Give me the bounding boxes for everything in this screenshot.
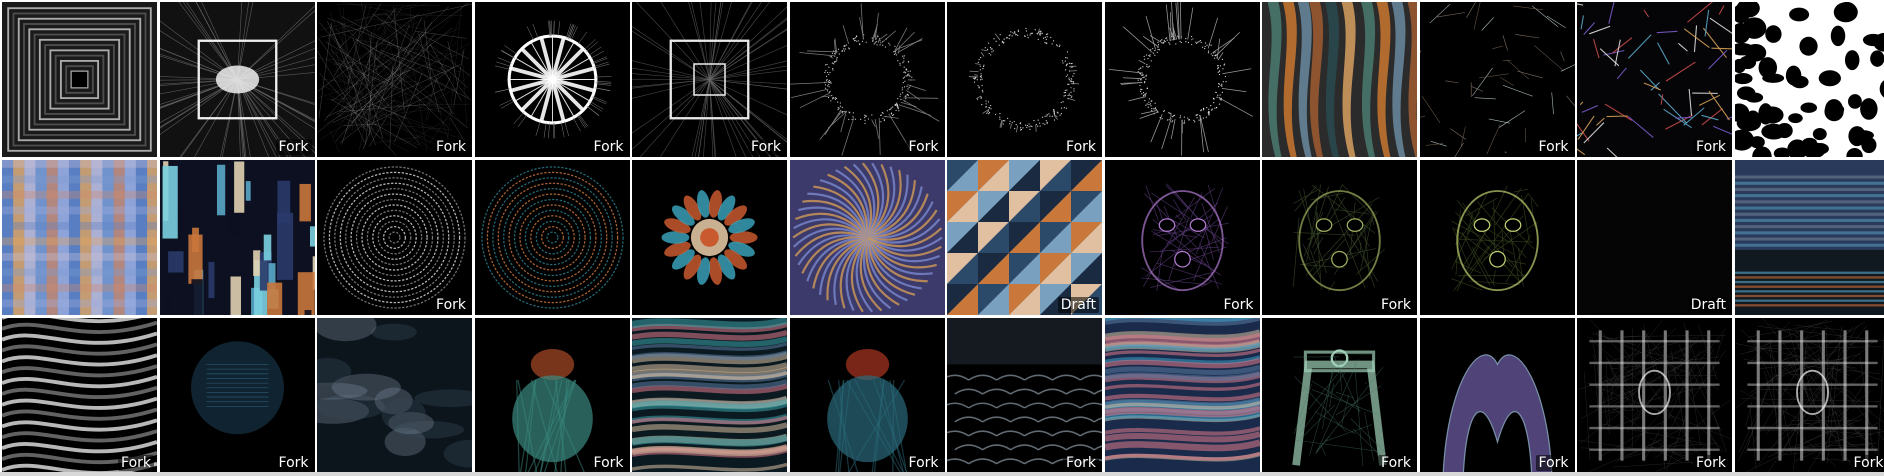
artwork-image xyxy=(159,318,315,473)
artwork-thumbnail[interactable]: Fork xyxy=(1577,2,1732,157)
artwork-thumbnail[interactable]: Fork xyxy=(789,2,945,157)
artwork-thumbnail[interactable]: Fork xyxy=(1734,318,1884,473)
artwork-thumbnail[interactable] xyxy=(1104,318,1260,473)
artwork-image xyxy=(947,160,1102,315)
artwork-image xyxy=(317,160,472,315)
artwork-image xyxy=(632,160,787,315)
artwork-thumbnail[interactable] xyxy=(1734,2,1884,157)
artwork-thumbnail[interactable]: Draft xyxy=(947,160,1102,315)
artwork-thumbnail[interactable]: Fork xyxy=(947,2,1102,157)
fork-badge: Fork xyxy=(590,455,627,471)
artwork-thumbnail[interactable]: Fork xyxy=(1419,318,1575,473)
fork-badge: Fork xyxy=(275,455,312,471)
artwork-thumbnail[interactable] xyxy=(1419,160,1575,315)
fork-badge: Fork xyxy=(1535,455,1572,471)
artwork-image xyxy=(1104,318,1260,473)
fork-badge: Fork xyxy=(1850,455,1884,471)
artwork-image xyxy=(789,318,945,473)
artwork-image xyxy=(2,318,157,473)
artwork-thumbnail[interactable]: Fork xyxy=(317,160,472,315)
fork-badge: Fork xyxy=(905,455,942,471)
fork-badge: Fork xyxy=(1693,455,1729,471)
fork-badge: Fork xyxy=(1220,297,1257,313)
artwork-thumbnail[interactable]: Fork xyxy=(1104,160,1260,315)
artwork-image xyxy=(1419,2,1575,157)
artwork-image xyxy=(1577,318,1732,473)
artwork-image xyxy=(789,160,945,315)
artwork-thumbnail[interactable] xyxy=(317,318,472,473)
artwork-thumbnail[interactable] xyxy=(1262,2,1417,157)
artwork-image xyxy=(1734,2,1884,157)
fork-badge: Fork xyxy=(1378,455,1414,471)
fork-badge: Fork xyxy=(1063,455,1099,471)
fork-badge: Fork xyxy=(905,139,942,155)
artwork-image xyxy=(2,160,157,315)
artwork-image xyxy=(1104,2,1260,157)
fork-badge: Fork xyxy=(433,297,469,313)
artwork-thumbnail[interactable]: Fork xyxy=(317,2,472,157)
artwork-thumbnail[interactable]: Fork xyxy=(632,2,787,157)
artwork-image xyxy=(789,2,945,157)
artwork-thumbnail[interactable]: Fork xyxy=(1577,318,1732,473)
fork-badge: Fork xyxy=(275,139,312,155)
artwork-image xyxy=(1734,160,1884,315)
artwork-thumbnail[interactable] xyxy=(2,2,157,157)
fork-badge: Fork xyxy=(1535,139,1572,155)
fork-badge: Fork xyxy=(1063,139,1099,155)
fork-badge: Fork xyxy=(1693,139,1729,155)
artwork-image xyxy=(1262,2,1417,157)
draft-badge: Draft xyxy=(1057,297,1099,313)
artwork-thumbnail[interactable]: Fork xyxy=(947,318,1102,473)
artwork-thumbnail[interactable] xyxy=(632,160,787,315)
artwork-thumbnail[interactable] xyxy=(159,160,315,315)
artwork-thumbnail[interactable]: Fork xyxy=(1262,160,1417,315)
fork-badge: Fork xyxy=(590,139,627,155)
artwork-thumbnail[interactable]: Fork xyxy=(474,318,630,473)
fork-badge: Fork xyxy=(433,139,469,155)
artwork-thumbnail[interactable] xyxy=(474,160,630,315)
artwork-image xyxy=(1734,318,1884,473)
artwork-thumbnail[interactable]: Fork xyxy=(159,318,315,473)
artwork-thumbnail[interactable]: Fork xyxy=(789,318,945,473)
artwork-image xyxy=(632,2,787,157)
artwork-image xyxy=(474,318,630,473)
artwork-image xyxy=(317,2,472,157)
artwork-image xyxy=(159,2,315,157)
artwork-thumbnail[interactable] xyxy=(2,160,157,315)
artwork-thumbnail[interactable]: Draft xyxy=(1577,160,1732,315)
artwork-image xyxy=(474,2,630,157)
artwork-image xyxy=(632,318,787,473)
draft-badge: Draft xyxy=(1687,297,1729,313)
artwork-thumbnail[interactable]: Fork xyxy=(2,318,157,473)
fork-badge: Fork xyxy=(118,455,154,471)
artwork-thumbnail[interactable]: Fork xyxy=(159,2,315,157)
artwork-thumbnail[interactable] xyxy=(1104,2,1260,157)
artwork-thumbnail[interactable] xyxy=(1734,160,1884,315)
artwork-thumbnail[interactable]: Fork xyxy=(474,2,630,157)
artwork-image xyxy=(2,2,157,157)
artwork-image xyxy=(1262,318,1417,473)
artwork-thumbnail[interactable]: Fork xyxy=(1262,318,1417,473)
artwork-image xyxy=(1577,2,1732,157)
artwork-image xyxy=(159,160,315,315)
fork-badge: Fork xyxy=(1378,297,1414,313)
artwork-thumbnail[interactable] xyxy=(789,160,945,315)
artwork-image xyxy=(1419,160,1575,315)
artwork-image xyxy=(947,2,1102,157)
fork-badge: Fork xyxy=(748,139,784,155)
artwork-thumbnail[interactable] xyxy=(632,318,787,473)
artwork-image xyxy=(474,160,630,315)
artwork-thumbnail[interactable]: Fork xyxy=(1419,2,1575,157)
artwork-image xyxy=(1262,160,1417,315)
artwork-image xyxy=(947,318,1102,473)
artwork-image xyxy=(1419,318,1575,473)
artwork-image xyxy=(317,318,472,473)
artwork-image xyxy=(1577,160,1732,315)
next-row-edge xyxy=(0,472,1884,476)
artwork-image xyxy=(1104,160,1260,315)
